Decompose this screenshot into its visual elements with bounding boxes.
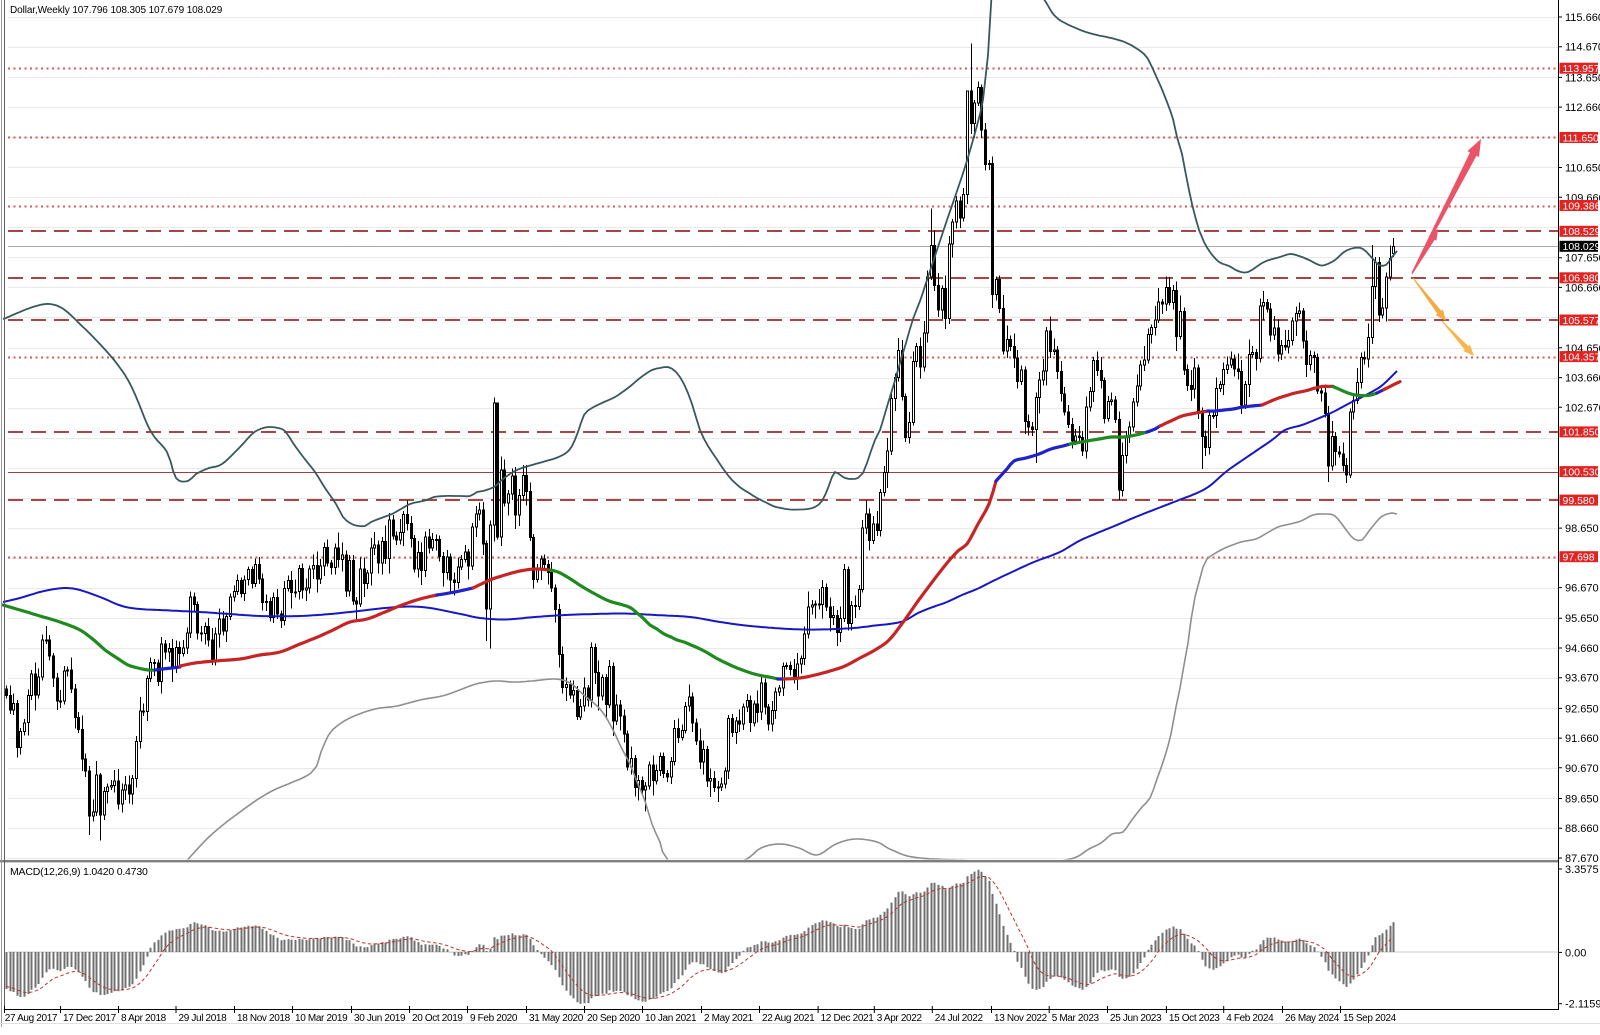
svg-text:93.670: 93.670 — [1565, 673, 1599, 685]
svg-text:105.577: 105.577 — [1563, 315, 1600, 327]
svg-text:113.957: 113.957 — [1563, 63, 1600, 75]
svg-text:17 Dec 2017: 17 Dec 2017 — [63, 1013, 117, 1024]
svg-text:96.670: 96.670 — [1565, 583, 1599, 595]
svg-text:15 Sep 2024: 15 Sep 2024 — [1343, 1013, 1397, 1024]
svg-text:106.980: 106.980 — [1563, 273, 1600, 285]
svg-text:89.650: 89.650 — [1565, 794, 1599, 806]
svg-text:3 Apr 2022: 3 Apr 2022 — [877, 1013, 923, 1024]
svg-text:109.386: 109.386 — [1563, 200, 1600, 212]
svg-text:103.660: 103.660 — [1565, 373, 1600, 385]
svg-text:30 Jun 2019: 30 Jun 2019 — [354, 1013, 406, 1024]
svg-text:90.670: 90.670 — [1565, 763, 1599, 775]
svg-text:107.650: 107.650 — [1565, 253, 1600, 265]
svg-text:27 Aug 2017: 27 Aug 2017 — [5, 1013, 58, 1024]
svg-text:-2.1159: -2.1159 — [1565, 999, 1600, 1011]
svg-text:29 Jul 2018: 29 Jul 2018 — [179, 1013, 228, 1024]
svg-text:20 Sep 2020: 20 Sep 2020 — [587, 1013, 641, 1024]
svg-text:99.580: 99.580 — [1563, 495, 1595, 507]
svg-text:8 Apr 2018: 8 Apr 2018 — [121, 1013, 167, 1024]
svg-text:22 Aug 2021: 22 Aug 2021 — [762, 1013, 815, 1024]
svg-text:20 Oct 2019: 20 Oct 2019 — [412, 1013, 463, 1024]
svg-text:MACD(12,26,9) 1.0420 0.4730: MACD(12,26,9) 1.0420 0.4730 — [10, 866, 148, 878]
svg-text:24 Jul 2022: 24 Jul 2022 — [935, 1013, 984, 1024]
svg-text:108.029: 108.029 — [1563, 241, 1600, 253]
svg-text:88.660: 88.660 — [1565, 823, 1599, 835]
svg-text:94.660: 94.660 — [1565, 643, 1599, 655]
svg-text:0.00: 0.00 — [1565, 947, 1586, 959]
svg-text:92.650: 92.650 — [1565, 703, 1599, 715]
svg-text:4 Feb 2024: 4 Feb 2024 — [1226, 1013, 1274, 1024]
svg-text:111.650: 111.650 — [1563, 132, 1600, 144]
svg-text:97.698: 97.698 — [1563, 552, 1595, 564]
svg-text:104.357: 104.357 — [1563, 351, 1600, 363]
svg-text:15 Oct 2023: 15 Oct 2023 — [1169, 1013, 1220, 1024]
svg-text:31 May 2020: 31 May 2020 — [529, 1013, 584, 1024]
svg-text:91.660: 91.660 — [1565, 733, 1599, 745]
svg-text:98.650: 98.650 — [1565, 523, 1599, 535]
svg-text:10 Mar 2019: 10 Mar 2019 — [295, 1013, 348, 1024]
svg-text:112.660: 112.660 — [1565, 102, 1600, 114]
svg-text:13 Nov 2022: 13 Nov 2022 — [994, 1013, 1048, 1024]
svg-text:114.670: 114.670 — [1565, 42, 1600, 54]
svg-text:12 Dec 2021: 12 Dec 2021 — [821, 1013, 875, 1024]
svg-text:18 Nov 2018: 18 Nov 2018 — [237, 1013, 291, 1024]
svg-text:10 Jan 2021: 10 Jan 2021 — [645, 1013, 697, 1024]
svg-text:5 Mar 2023: 5 Mar 2023 — [1052, 1013, 1100, 1024]
svg-text:2 May 2021: 2 May 2021 — [704, 1013, 754, 1024]
svg-text:115.660: 115.660 — [1565, 12, 1600, 24]
svg-text:25 Jun 2023: 25 Jun 2023 — [1110, 1013, 1162, 1024]
svg-text:26 May 2024: 26 May 2024 — [1285, 1013, 1340, 1024]
svg-text:101.850: 101.850 — [1563, 427, 1600, 439]
svg-text:108.529: 108.529 — [1563, 226, 1600, 238]
svg-text:102.670: 102.670 — [1565, 402, 1600, 414]
svg-text:110.650: 110.650 — [1565, 163, 1600, 175]
svg-text:100.530: 100.530 — [1563, 466, 1600, 478]
svg-text:Dollar,Weekly 107.796 108.305: Dollar,Weekly 107.796 108.305 107.679 10… — [10, 5, 223, 16]
svg-text:3.3575: 3.3575 — [1565, 864, 1599, 876]
svg-text:9 Feb 2020: 9 Feb 2020 — [470, 1013, 518, 1024]
svg-text:95.650: 95.650 — [1565, 613, 1599, 625]
